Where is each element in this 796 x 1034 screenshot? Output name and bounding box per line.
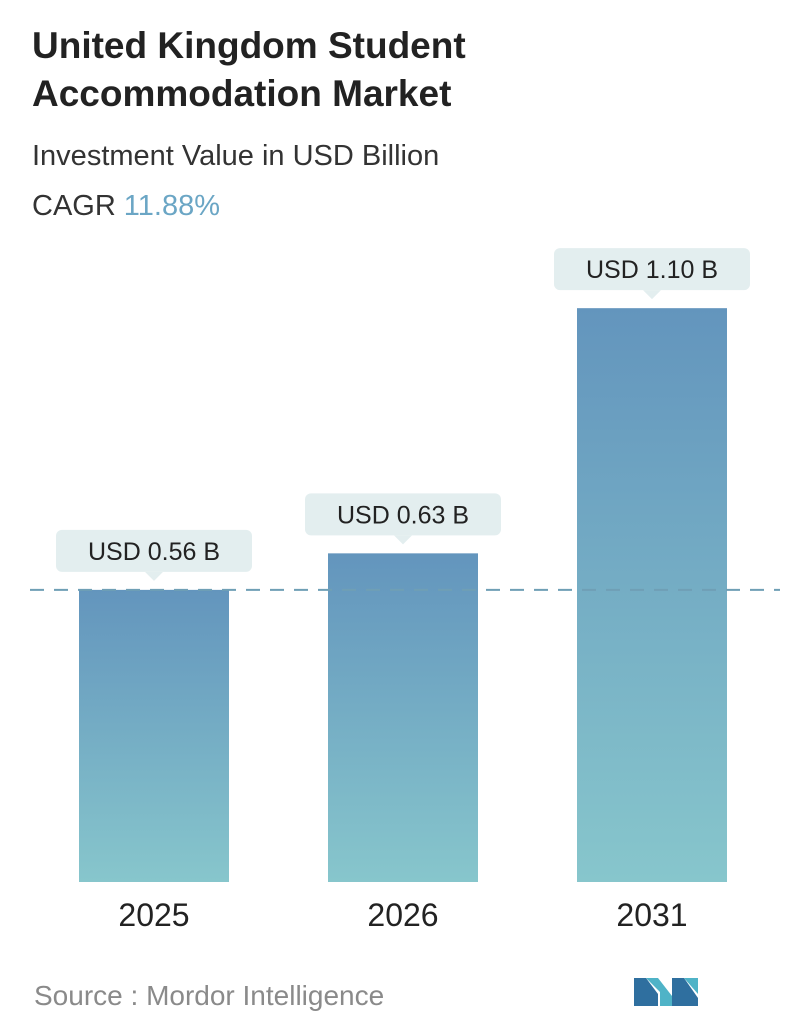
bar-2025: [79, 589, 229, 882]
x-tick-2025: 2025: [118, 897, 189, 933]
data-label-text: USD 0.56 B: [88, 538, 220, 566]
bar-2026: [328, 553, 478, 882]
source-note: Source : Mordor Intelligence: [34, 980, 384, 1012]
x-tick-2026: 2026: [367, 897, 438, 933]
chart-title-line-1: United Kingdom Student: [32, 25, 466, 66]
bars-layer: [79, 308, 727, 883]
data-labels-layer: USD 0.56 B USD 0.63 B USD 1.10 B: [56, 248, 750, 581]
data-label-2025: USD 0.56 B: [56, 529, 252, 581]
chart-subtitle: Investment Value in USD Billion: [32, 140, 440, 172]
mordor-intelligence-logo-icon: [634, 978, 698, 1006]
data-label-text: USD 1.10 B: [586, 256, 718, 284]
cagr-value: 11.88%: [123, 190, 221, 222]
x-tick-2031: 2031: [616, 897, 687, 933]
source-label: Source :: [34, 980, 139, 1011]
cagr-line: CAGR 11.88%: [32, 190, 220, 223]
data-label-2026: USD 0.63 B: [305, 493, 501, 545]
chart-title: United Kingdom Student Accommodation Mar…: [32, 22, 772, 118]
data-label-text: USD 0.63 B: [337, 501, 469, 529]
source-name: Mordor Intelligence: [146, 980, 385, 1011]
x-axis-tick-labels: 2025 2026 2031: [118, 897, 687, 933]
chart-title-line-2: Accommodation Market: [32, 73, 452, 114]
data-label-2031: USD 1.10 B: [554, 248, 750, 300]
bar-2031: [577, 308, 727, 883]
cagr-label: CAGR: [32, 190, 116, 222]
